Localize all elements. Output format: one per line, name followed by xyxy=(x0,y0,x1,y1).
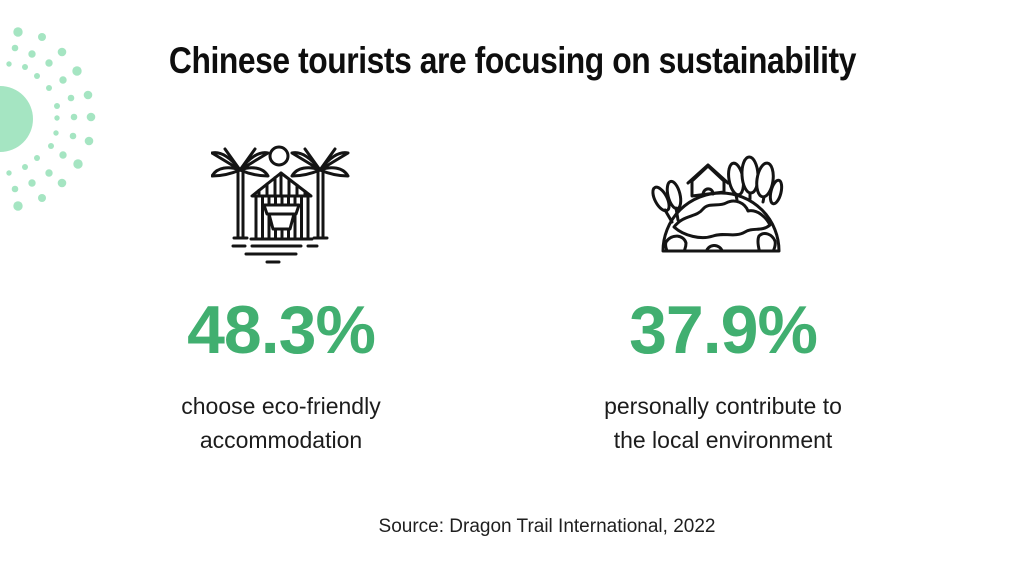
page-title: Chinese tourists are focusing on sustain… xyxy=(168,40,856,81)
stat-label-line1: personally contribute to xyxy=(604,393,842,419)
stat-label-line2: accommodation xyxy=(199,427,363,453)
stat-value: 37.9% xyxy=(629,292,818,368)
stat-value: 48.3% xyxy=(187,292,376,368)
dots-burst-decoration xyxy=(0,27,96,211)
stat-label: personally contribute to the local envir… xyxy=(523,389,923,457)
stat-label-line1: choose eco-friendly xyxy=(181,393,381,419)
stat-label: choose eco-friendly accommodation xyxy=(81,389,481,457)
globe-house-icon xyxy=(650,155,783,253)
stat-label-line2: the local environment xyxy=(613,427,833,453)
stat-card-local-environment: 37.9% personally contribute to the local… xyxy=(523,140,923,457)
eco-hut-palms-icon xyxy=(211,145,350,264)
source-attribution: Source: Dragon Trail International, 2022 xyxy=(378,516,716,537)
icon-wrap xyxy=(523,140,923,270)
stat-card-eco-accommodation: 48.3% choose eco-friendly accommodation xyxy=(81,140,481,457)
icon-wrap xyxy=(81,140,481,270)
